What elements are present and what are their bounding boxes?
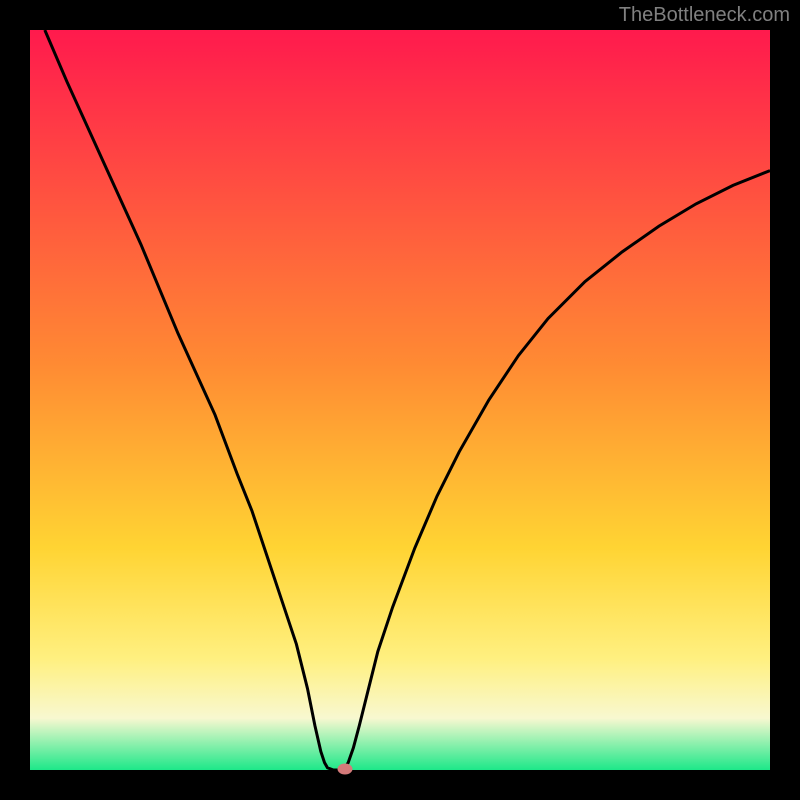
minimum-marker [337, 763, 352, 774]
bottleneck-curve [45, 30, 770, 770]
watermark-text: TheBottleneck.com [619, 4, 790, 27]
plot-svg [0, 0, 800, 800]
